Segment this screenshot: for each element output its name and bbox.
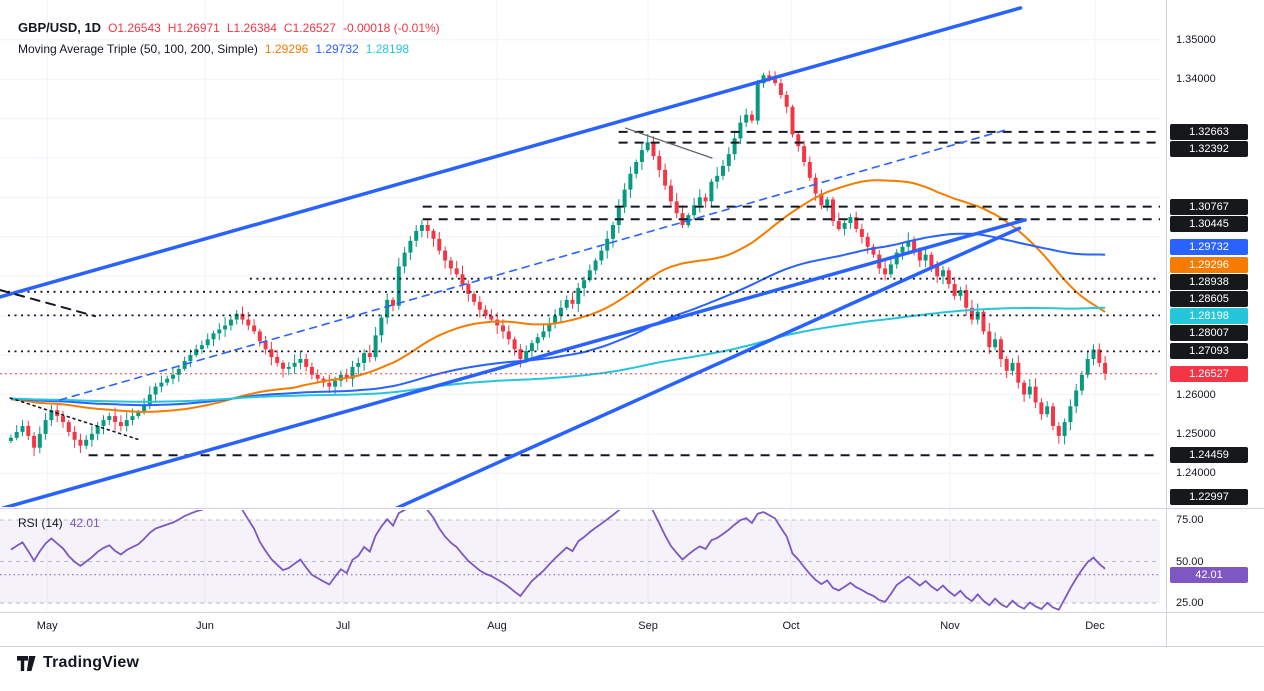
rsi-axis-label: 25.00: [1176, 597, 1204, 609]
channel-upper-line[interactable]: [0, 6, 1023, 300]
tradingview-logo-text: TradingView: [43, 654, 140, 671]
low-value: L1.26384: [226, 21, 277, 35]
price-axis-label: 1.25000: [1176, 427, 1216, 440]
rsi-value-badge: 42.01: [1170, 566, 1248, 583]
ma100-value: 1.29732: [315, 42, 359, 56]
open-value: O1.26543: [108, 21, 161, 35]
support-trendline[interactable]: [388, 226, 1022, 512]
rsi-indicator-legend: RSI (14) 42.01: [18, 516, 100, 530]
time-axis-label: May: [36, 620, 58, 632]
peak-connector-line[interactable]: [624, 127, 713, 159]
time-axis-label: Jul: [335, 620, 351, 632]
price-axis-label: 1.35000: [1176, 33, 1216, 46]
time-axis-label: Nov: [940, 620, 960, 632]
time-axis[interactable]: May Jun Jul Aug Sep Oct Nov Dec: [0, 613, 1264, 646]
ma50-value: 1.29296: [264, 42, 309, 56]
level-price-badge: 1.30767: [1170, 198, 1248, 215]
rsi-axis-label: 75.00: [1176, 514, 1204, 526]
price-axis[interactable]: 1.35000 1.34000 1.26000 1.25000 1.24000 75.00…: [1168, 0, 1264, 646]
level-price-badge: 1.32663: [1170, 123, 1248, 140]
candles: [8, 70, 1108, 456]
time-axis-label: Oct: [782, 620, 800, 632]
channel-midline[interactable]: [58, 129, 1007, 401]
tradingview-logo[interactable]: TradingView: [16, 654, 139, 672]
symbol-legend: GBP/USD, 1D O1.26543 H1.26971 L1.26384 C…: [18, 20, 440, 35]
time-axis-label: Dec: [1085, 620, 1105, 632]
ma100-price-badge: 1.29732: [1170, 239, 1248, 256]
level-price-badge: 1.32392: [1170, 140, 1248, 157]
rsi-axis-label: 50.00: [1176, 555, 1204, 568]
high-value: H1.26971: [167, 21, 220, 35]
last-price-badge: 1.26527: [1170, 365, 1248, 382]
channel-lower-line[interactable]: [0, 218, 1027, 512]
rsi-line: [10, 510, 1106, 611]
price-axis-label: 1.24000: [1176, 467, 1216, 480]
ma200-price-badge: 1.28198: [1170, 307, 1248, 324]
ma50-line: [10, 179, 1106, 413]
price-axis-label: 1.26000: [1176, 388, 1216, 401]
time-axis-label: Jun: [196, 620, 214, 632]
level-price-badge: 1.27093: [1170, 343, 1248, 360]
price-axis-label: 1.34000: [1176, 73, 1216, 86]
symbol-title[interactable]: GBP/USD, 1D: [18, 20, 102, 35]
time-axis-label: Aug: [487, 620, 507, 632]
level-price-badge: 1.30445: [1170, 215, 1248, 232]
left-dashed-trendline[interactable]: [0, 289, 96, 318]
rsi-band: [0, 519, 1160, 604]
ma50-price-badge: 1.29296: [1170, 256, 1248, 273]
grid: [0, 0, 1160, 610]
rsi-indicator-title[interactable]: RSI (14): [18, 516, 63, 530]
level-price-badge: 1.28007: [1170, 324, 1248, 341]
rsi-value: 42.01: [69, 516, 100, 530]
ma-indicator-title[interactable]: Moving Average Triple (50, 100, 200, Sim…: [18, 42, 258, 56]
level-price-badge: 1.24459: [1170, 447, 1248, 464]
ma-indicator-legend: Moving Average Triple (50, 100, 200, Sim…: [18, 42, 409, 56]
tradingview-logo-icon: [17, 655, 36, 671]
ma200-line: [10, 306, 1106, 403]
level-price-badge: 1.22997: [1170, 489, 1248, 505]
close-value: C1.26527: [283, 21, 336, 35]
ma200-value: 1.28198: [365, 42, 410, 56]
change-value: -0.00018 (-0.01%): [342, 21, 440, 35]
ma100-line: [10, 232, 1106, 407]
level-price-badge: 1.28938: [1170, 273, 1248, 290]
old-downtrend-line[interactable]: [9, 397, 142, 442]
level-price-badge: 1.28605: [1170, 290, 1248, 307]
time-axis-label: Sep: [638, 620, 658, 632]
